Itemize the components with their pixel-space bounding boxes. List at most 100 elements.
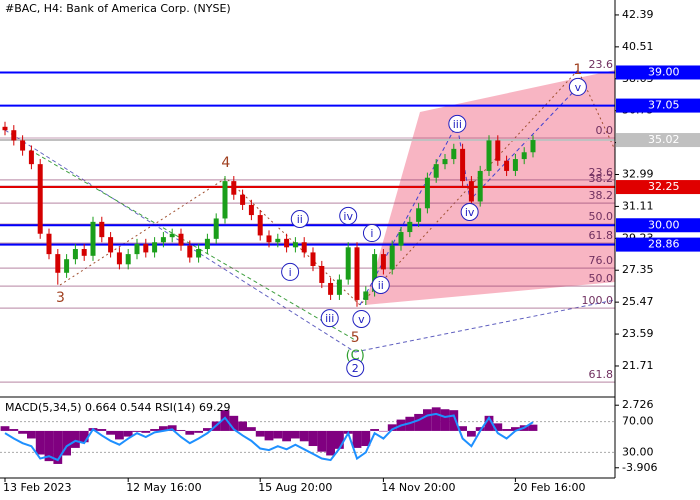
wave-label: i xyxy=(370,227,373,240)
macd-bar xyxy=(511,427,520,431)
main-panel: 23.60.023.638.238.250.061.876.050.0100.0… xyxy=(0,58,615,383)
candle-body xyxy=(275,238,281,243)
candle-body xyxy=(64,259,70,273)
wave-circle xyxy=(448,114,467,133)
candle-body xyxy=(319,265,325,283)
y-tick-label: -3.906 xyxy=(622,461,657,474)
fib-label: 38.2 xyxy=(589,189,614,202)
indicator-title: MACD(5,34,5) 0.664 0.544 RSI(14) 69.29 xyxy=(5,401,230,414)
candle-body xyxy=(521,152,527,160)
x-tick-label: 12 May 16:00 xyxy=(126,481,201,494)
macd-bar xyxy=(414,413,423,431)
macd-bar xyxy=(484,415,494,431)
trend-line xyxy=(354,299,616,353)
wave-label: ii xyxy=(297,213,303,226)
candle-body xyxy=(292,242,298,248)
wave-label: iv xyxy=(343,210,353,223)
trend-line xyxy=(4,129,356,353)
candle-body xyxy=(336,279,342,295)
wave-circle xyxy=(352,309,371,328)
y-tick-label: 40.51 xyxy=(622,40,654,53)
candle-body xyxy=(433,164,439,178)
level-tag xyxy=(616,65,700,80)
macd-bar xyxy=(9,429,19,431)
fib-label: 23.6 xyxy=(589,58,614,71)
candle-body xyxy=(460,148,466,182)
macd-bar xyxy=(352,430,362,448)
wave-label: iii xyxy=(325,312,334,325)
candle-body xyxy=(248,204,254,216)
rsi-line xyxy=(4,412,534,462)
y-tick-label: 2.726 xyxy=(622,398,654,411)
macd-bar xyxy=(291,430,300,439)
macd-bar xyxy=(370,429,379,431)
candle-body xyxy=(477,170,483,202)
candle-body xyxy=(2,126,8,131)
y-tick-label: 23.59 xyxy=(622,327,654,340)
candle-body xyxy=(46,233,52,255)
macd-bar xyxy=(273,430,283,439)
level-tag xyxy=(616,133,700,148)
x-tick-label: 15 Aug 20:00 xyxy=(258,481,332,494)
candle-body xyxy=(372,254,378,292)
candle-body xyxy=(108,237,114,253)
macd-bar xyxy=(493,423,503,431)
candle-body xyxy=(284,238,290,248)
y-tick-label: 32.99 xyxy=(622,167,654,180)
candle-body xyxy=(222,181,228,219)
wave-label: ii xyxy=(378,279,384,292)
y-tick-label: 21.71 xyxy=(622,359,654,372)
macd-bar xyxy=(264,430,274,441)
indicator-panel xyxy=(0,407,615,464)
macd-bar xyxy=(176,429,186,431)
candle-body xyxy=(81,249,87,256)
macd-bar xyxy=(387,424,397,431)
wave-label: iii xyxy=(453,118,462,131)
candle-body xyxy=(310,252,316,266)
fib-label: 23.6 xyxy=(589,166,614,179)
level-tag xyxy=(616,237,700,252)
macd-bar xyxy=(449,410,459,431)
macd-bar xyxy=(431,407,441,431)
candle-body xyxy=(20,140,26,151)
wave-label: (C) xyxy=(346,348,365,363)
candle-body xyxy=(424,177,430,209)
wave-circle xyxy=(371,276,390,295)
macd-bar xyxy=(35,430,45,455)
macd-bar xyxy=(220,410,230,431)
wave-line xyxy=(59,69,616,306)
wave-circle xyxy=(460,203,479,222)
level-tag xyxy=(616,180,700,195)
wave-circle xyxy=(339,206,358,225)
wave-circle xyxy=(290,209,309,228)
macd-bar xyxy=(502,429,511,431)
candle-body xyxy=(451,148,457,160)
wave-label: 2 xyxy=(352,362,359,375)
y2-tick-label: 30.00 xyxy=(622,445,654,458)
y-tick-label: 31.11 xyxy=(622,199,654,212)
macd-bar xyxy=(282,430,291,442)
candle-body xyxy=(28,150,34,165)
level-label: 39.00 xyxy=(648,65,680,78)
macd-bar xyxy=(229,415,239,431)
wave-circle xyxy=(320,309,339,328)
candle-body xyxy=(345,247,351,280)
candle-body xyxy=(416,208,422,222)
wave-label: v xyxy=(358,313,365,326)
candle-body xyxy=(178,233,184,246)
wave-circle xyxy=(281,262,300,281)
candle-body xyxy=(398,232,404,246)
macd-bar xyxy=(141,430,151,433)
candle-body xyxy=(468,181,474,202)
trend-lines xyxy=(4,69,616,353)
wave-line xyxy=(359,86,579,306)
candle-body xyxy=(99,221,105,238)
fib-label: 0.0 xyxy=(596,124,614,137)
y2-tick-label: 70.00 xyxy=(622,415,654,428)
level-label: 30.00 xyxy=(648,218,680,231)
candle-body xyxy=(143,243,149,253)
candle-body xyxy=(530,140,536,153)
macd-bar xyxy=(115,430,124,440)
fib-label: 61.8 xyxy=(589,229,614,242)
candle-body xyxy=(389,245,395,270)
